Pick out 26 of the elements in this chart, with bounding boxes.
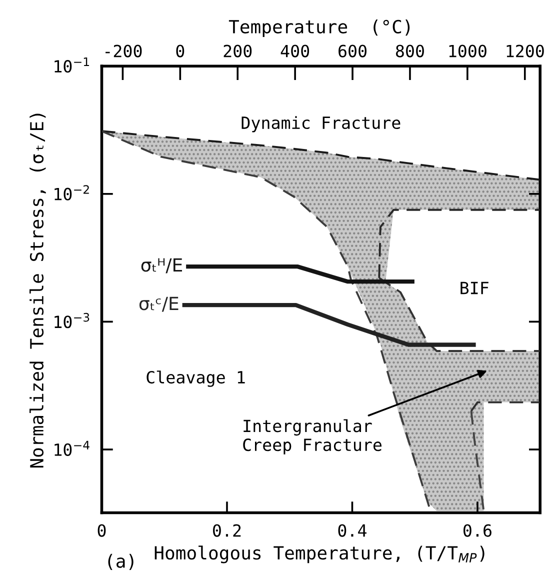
annotation: BIF [460,282,488,294]
x2-tick-label: 400 [280,44,310,58]
x-axis-title: Homologous Temperature, (T/T$_{MP}$) [154,546,484,564]
x-tick-label: 0.2 [213,524,241,537]
x-tick-label: 0.4 [338,524,366,537]
x2-tick-label: 200 [224,44,252,58]
x2-tick-label: 1000 [449,44,486,58]
annotation: Intergranular Creep Fracture [243,419,382,454]
y-axis-title: Normalized Tensile Stress, (σₜ/E) [30,114,46,468]
x2-tick-label: 1200 [506,44,544,58]
y-tick-label: 10$^{−1}$ [54,57,89,73]
x-tick-label: 0 [98,524,106,537]
x2-axis-title: Temperature (°C) [228,20,410,37]
y-tick-label: 10$^{−4}$ [54,440,90,456]
text: (a) [108,554,134,570]
x-tick-label: 0.6 [464,524,492,537]
series-label: σₜᴴ/E [141,258,182,274]
x2-tick-label: 0 [176,44,184,58]
annotation: Cleavage 1 [146,370,245,387]
x2-tick-label: 800 [396,44,424,58]
y-tick-label: 10$^{−3}$ [54,312,90,328]
series-label: σₜᶜ/E [139,296,178,312]
annotation: Dynamic Fracture [242,116,400,132]
x2-tick-label: -200 [106,44,142,58]
x2-tick-label: 600 [338,44,366,58]
y-tick-label: 10$^{−2}$ [54,185,89,200]
